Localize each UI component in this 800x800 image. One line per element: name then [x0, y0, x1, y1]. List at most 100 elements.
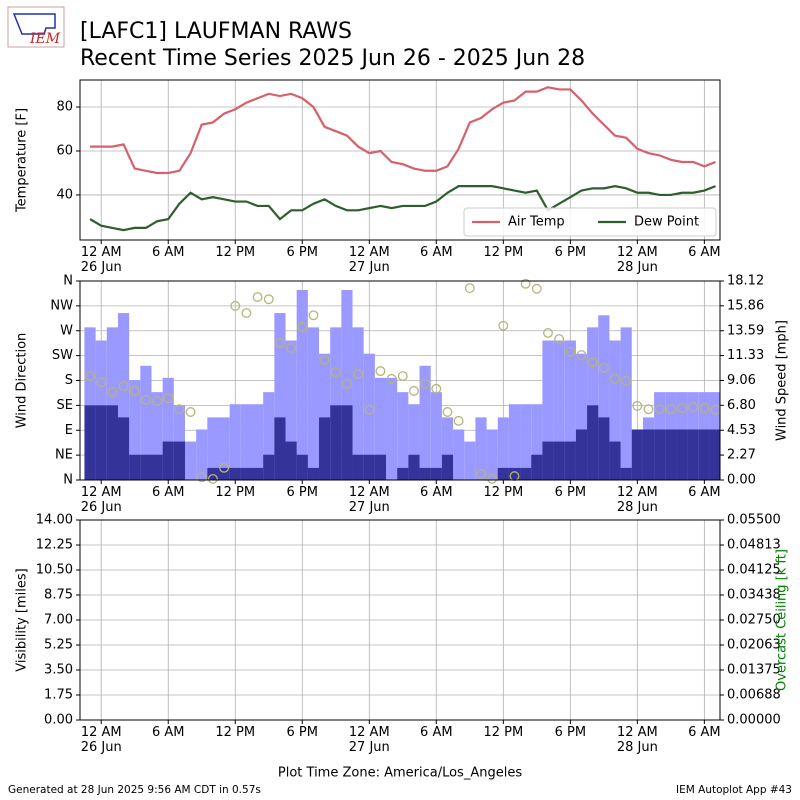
bar: [129, 380, 141, 480]
y-tick-label: NE: [55, 448, 73, 463]
point: [308, 310, 319, 321]
y-tick-label: 8.75: [44, 588, 73, 603]
bar: [453, 429, 465, 480]
point: [129, 386, 140, 396]
point: [531, 283, 542, 294]
point: [498, 320, 509, 331]
x-tick-label: 12 PM: [215, 485, 256, 500]
y-tick-label: NW: [50, 298, 73, 313]
bar: [319, 417, 331, 480]
y2-tick-label: 0.00688: [727, 688, 781, 703]
axes-frame: [79, 79, 721, 241]
bar: [229, 467, 241, 480]
bar: [252, 404, 264, 480]
y-tick-label: SE: [57, 398, 73, 413]
bar: [598, 315, 610, 480]
x-tick-label: 12 AM 28 Jun: [616, 485, 658, 515]
x-tick-label: 6 AM: [420, 485, 453, 500]
x-tick-label: 6 AM: [688, 725, 721, 740]
point: [96, 377, 107, 388]
point: [107, 387, 118, 398]
footer-left: Generated at 28 Jun 2025 9:56 AM CDT in …: [8, 784, 261, 796]
point: [576, 350, 587, 361]
bar: [508, 467, 521, 480]
point: [364, 404, 375, 415]
y-axis-label: Visibility [miles]: [15, 568, 30, 671]
y-tick-label: 0.00: [44, 713, 73, 728]
point: [464, 283, 475, 294]
x-tick-label: 6 PM: [554, 485, 587, 500]
bar: [296, 454, 308, 480]
bar: [486, 429, 498, 480]
point: [386, 373, 397, 384]
bar: [575, 429, 588, 480]
bar: [508, 404, 521, 480]
bar: [307, 327, 320, 480]
point: [375, 366, 386, 377]
bar: [274, 313, 286, 480]
bar: [598, 417, 610, 480]
line: [90, 86, 716, 175]
x-axis-label: Plot Time Zone: America/Los_Angeles: [278, 766, 522, 781]
x-tick-label: 12 AM 27 Jun: [348, 725, 390, 755]
y2-tick-label: 0.02063: [727, 638, 781, 653]
x-tick-label: 6 PM: [286, 245, 318, 260]
x-tick-label: 6 PM: [554, 725, 587, 740]
x-tick-label: 6 AM: [151, 245, 185, 260]
y-tick-label: 7.00: [44, 613, 73, 628]
bar: [564, 441, 576, 480]
y2-tick-label: 0.02750: [727, 613, 781, 628]
bar: [151, 454, 163, 480]
bar: [419, 467, 431, 480]
y2-tick-label: 0.03438: [727, 588, 781, 603]
point: [330, 367, 341, 378]
point: [219, 462, 230, 473]
point: [565, 346, 576, 357]
x-tick-label: 12 AM 26 Jun: [80, 725, 122, 755]
x-tick-label: 6 PM: [286, 485, 318, 500]
x-tick-label: 6 AM: [420, 725, 453, 740]
y-tick-label: W: [60, 323, 73, 338]
bar: [620, 467, 632, 480]
bar: [497, 417, 509, 480]
point: [274, 337, 285, 348]
bar: [553, 441, 565, 480]
bar: [173, 441, 185, 480]
bar: [285, 340, 297, 480]
point: [174, 404, 185, 415]
bar: [430, 392, 442, 480]
point: [476, 468, 486, 479]
bar: [140, 365, 152, 480]
bar: [397, 392, 409, 480]
bar: [218, 467, 230, 480]
point: [520, 278, 531, 289]
point: [543, 328, 553, 338]
bar: [218, 417, 230, 480]
bar: [352, 327, 364, 480]
point: [598, 362, 609, 373]
y-tick-label: 3.50: [44, 663, 73, 678]
bar: [129, 454, 141, 480]
y2-tick-label: 0.01375: [727, 663, 781, 678]
bar: [240, 404, 253, 480]
x-tick-label: 12 PM: [215, 245, 256, 260]
y-tick-label: 1.75: [44, 688, 73, 703]
y-tick-label: N: [63, 274, 73, 289]
bar: [531, 404, 543, 480]
bar: [117, 313, 130, 480]
y2-tick-label: 15.86: [727, 298, 764, 313]
point: [397, 371, 408, 382]
bar: [386, 377, 398, 480]
x-tick-label: 12 PM: [215, 725, 256, 740]
bar: [698, 429, 710, 480]
point: [688, 402, 699, 412]
axes-frame: [79, 280, 721, 481]
y-tick-label: 80: [56, 100, 73, 115]
bar: [564, 340, 576, 480]
x-tick-label: 6 AM: [688, 485, 721, 500]
point: [643, 404, 654, 415]
point: [632, 400, 643, 411]
point: [118, 381, 129, 391]
x-tick-label: 6 AM: [151, 725, 185, 740]
bar: [709, 429, 720, 480]
